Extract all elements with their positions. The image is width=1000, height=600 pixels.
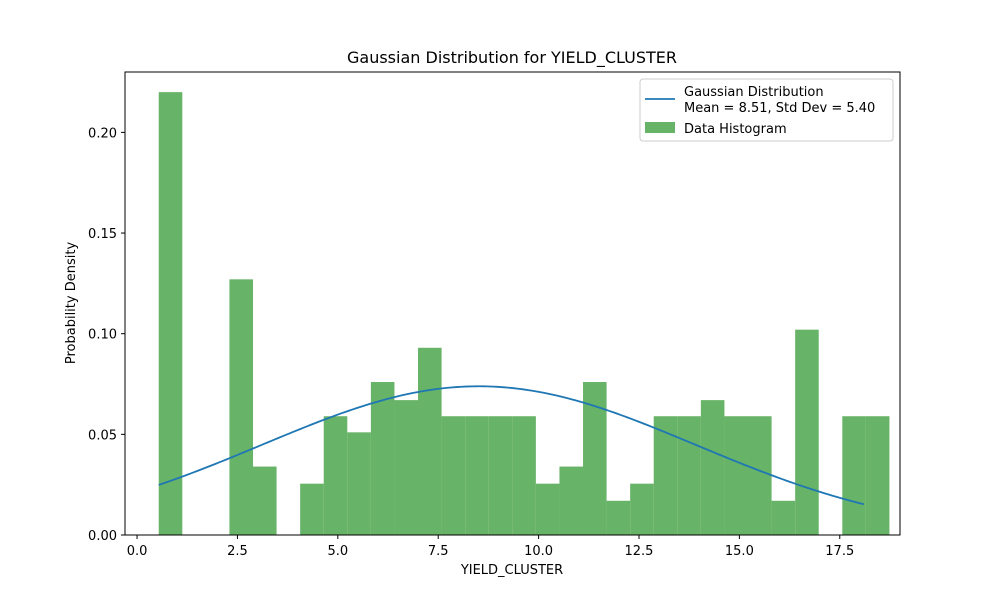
histogram-bar: [323, 416, 348, 535]
histogram-bar: [512, 416, 536, 535]
histogram-bar: [229, 279, 254, 535]
y-tick-label: 0.05: [88, 428, 117, 443]
histogram-bar: [653, 416, 678, 535]
y-axis-ticks: 0.00 0.05 0.10 0.15 0.20: [88, 126, 125, 544]
chart-title: Gaussian Distribution for YIELD_CLUSTER: [347, 48, 677, 68]
histogram-bar: [394, 400, 419, 535]
histogram-bar: [771, 500, 796, 535]
histogram-bar: [559, 466, 584, 535]
histogram-bar: [842, 416, 866, 535]
histogram-bar: [253, 466, 277, 535]
x-tick-label: 12.5: [625, 544, 654, 559]
histogram-bar: [300, 483, 324, 535]
x-axis-ticks: 0.0 2.5 5.0 7.5 10.0 12.5 15.0 17.5: [127, 535, 854, 559]
x-axis-label: YIELD_CLUSTER: [460, 563, 563, 578]
x-tick-label: 10.0: [524, 544, 553, 559]
histogram-bar: [865, 416, 890, 535]
histogram-bar: [488, 416, 513, 535]
x-tick-label: 17.5: [825, 544, 854, 559]
histogram-bar: [418, 347, 442, 535]
histogram-bar: [606, 500, 631, 535]
y-tick-label: 0.15: [88, 227, 117, 242]
legend-gaussian-stats: Mean = 8.51, Std Dev = 5.40: [684, 101, 875, 116]
x-tick-label: 5.0: [327, 544, 348, 559]
histogram-bar: [700, 400, 725, 535]
histogram-bar: [347, 432, 371, 535]
x-tick-label: 0.0: [127, 544, 148, 559]
legend-histogram-label: Data Histogram: [684, 122, 787, 137]
gaussian-curve-layer: [158, 385, 865, 506]
legend: Gaussian Distribution Mean = 8.51, Std D…: [639, 78, 894, 142]
y-axis-label: Probability Density: [64, 242, 79, 365]
histogram-bars: [158, 92, 890, 535]
x-tick-label: 7.5: [428, 544, 449, 559]
y-tick-label: 0.10: [88, 328, 117, 343]
histogram-bar: [677, 416, 701, 535]
x-tick-label: 15.0: [725, 544, 754, 559]
plot-frame: [124, 71, 901, 536]
histogram-bar: [748, 416, 772, 535]
histogram-bar: [465, 416, 489, 535]
x-tick-label: 2.5: [227, 544, 248, 559]
legend-histogram-swatch: [645, 122, 675, 133]
histogram-bar: [630, 483, 654, 535]
histogram-bar: [795, 329, 819, 535]
histogram-bar: [535, 483, 560, 535]
legend-gaussian-label: Gaussian Distribution: [684, 85, 824, 100]
y-tick-label: 0.20: [88, 126, 117, 141]
histogram-bar: [370, 382, 395, 535]
legend-box: [639, 78, 894, 142]
histogram-bar: [724, 416, 749, 535]
gaussian-curve: [158, 385, 865, 506]
histogram-bar: [441, 416, 466, 535]
histogram-bar: [583, 382, 607, 535]
y-tick-label: 0.00: [88, 529, 117, 544]
histogram-bar: [158, 92, 183, 535]
